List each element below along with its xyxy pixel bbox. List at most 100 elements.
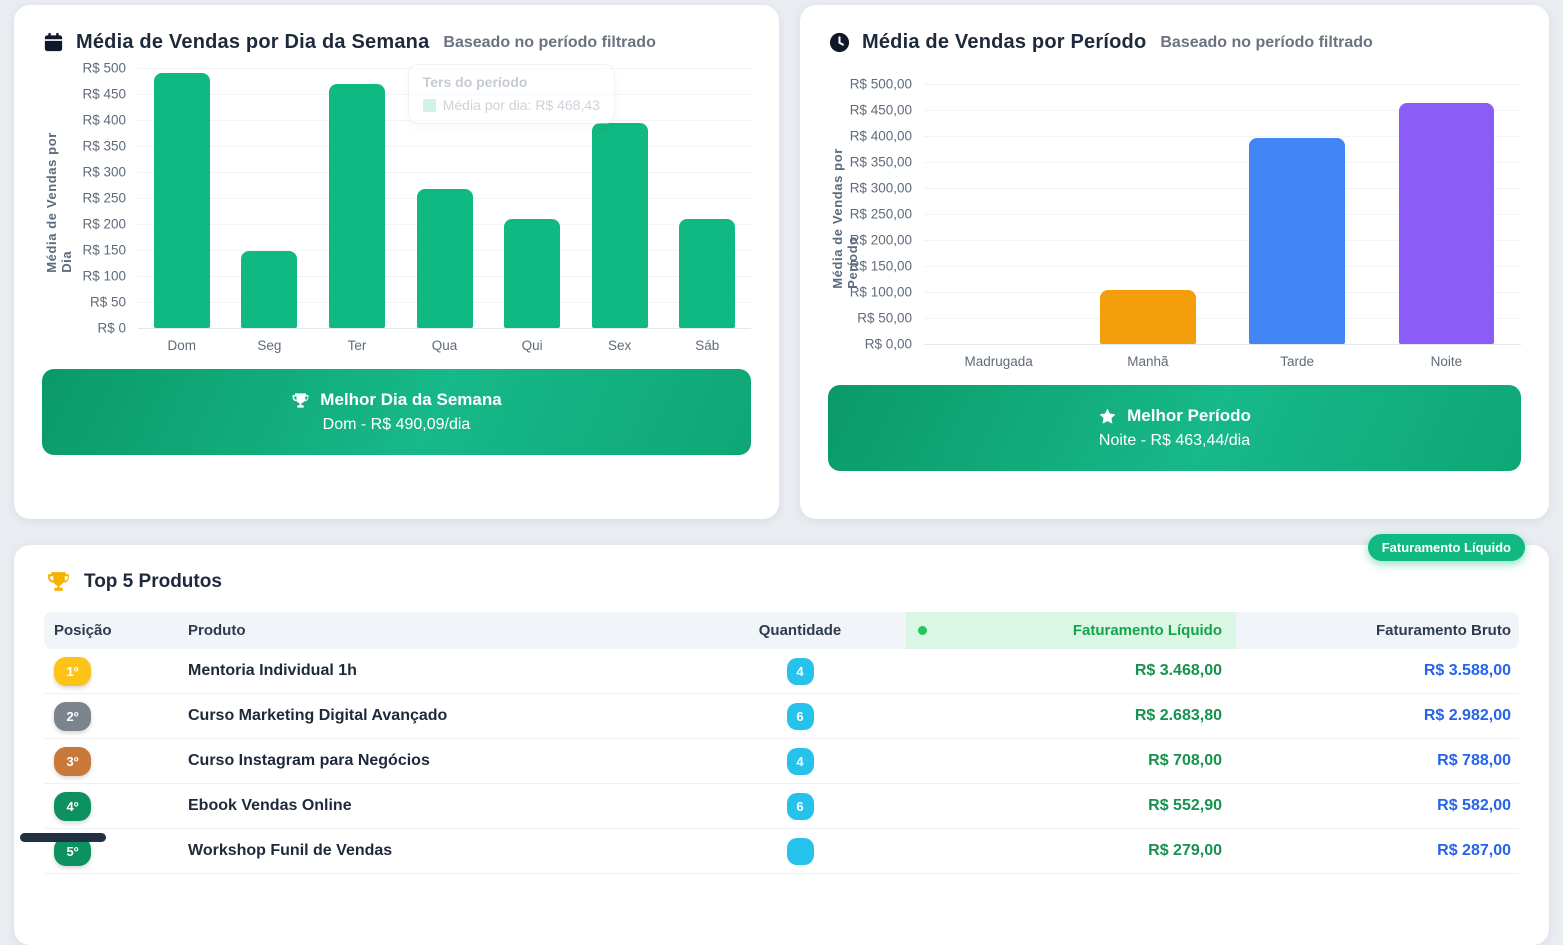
quantity-badge: 4 bbox=[786, 657, 814, 685]
gross-revenue-value: R$ 788,00 bbox=[1236, 739, 1519, 784]
product-name: Curso Marketing Digital Avançado bbox=[176, 694, 694, 739]
net-revenue-filter-badge[interactable]: Faturamento Líquido bbox=[1367, 534, 1525, 561]
x-tick-label: Noite bbox=[1430, 354, 1463, 369]
bar-dom[interactable] bbox=[153, 73, 210, 328]
x-axis-labels: Dom Seg Ter Qua Qui Sex Sáb bbox=[138, 338, 751, 353]
charts-row: Média de Vendas por Dia da Semana Basead… bbox=[14, 5, 1549, 519]
bar-slot bbox=[924, 84, 1073, 344]
net-revenue-value: R$ 279,00 bbox=[906, 829, 1236, 874]
product-name: Mentoria Individual 1h bbox=[176, 649, 694, 694]
y-tick-label: R$ 250 bbox=[82, 190, 126, 206]
y-tick-label: R$ 0 bbox=[97, 320, 126, 336]
bar-slot bbox=[138, 68, 226, 328]
y-tick-label: R$ 0,00 bbox=[864, 336, 912, 352]
gridline bbox=[924, 84, 1521, 85]
x-tick-label: Sex bbox=[608, 338, 632, 353]
gross-revenue-value: R$ 2.982,00 bbox=[1236, 694, 1519, 739]
table-row-cell: 3º bbox=[44, 739, 176, 784]
best-period-banner: Melhor Período Noite - R$ 463,44/dia bbox=[828, 385, 1521, 471]
x-tick-label: Qua bbox=[431, 338, 458, 353]
banner-title: Melhor Período bbox=[1127, 406, 1251, 425]
gridline bbox=[924, 188, 1521, 189]
y-tick-label: R$ 100 bbox=[82, 268, 126, 284]
star-icon bbox=[1099, 408, 1116, 424]
trophy-icon bbox=[48, 572, 69, 591]
bar-seg[interactable] bbox=[241, 251, 298, 328]
y-tick-label: R$ 200 bbox=[82, 216, 126, 232]
table-row-cell: 1º bbox=[44, 649, 176, 694]
table-row-cell: 6 bbox=[694, 784, 906, 829]
column-header-net: Faturamento Líquido bbox=[906, 612, 1236, 649]
gross-revenue-value: R$ 3.588,00 bbox=[1236, 649, 1519, 694]
y-tick-label: R$ 350 bbox=[82, 138, 126, 154]
weekday-card-header: Média de Vendas por Dia da Semana Basead… bbox=[42, 27, 751, 54]
bar-slot bbox=[1073, 84, 1222, 344]
product-name: Workshop Funil de Vendas bbox=[176, 829, 694, 874]
table-row-cell bbox=[694, 829, 906, 874]
calendar-icon bbox=[44, 32, 63, 52]
bar-sex[interactable] bbox=[591, 123, 648, 328]
card-title: Média de Vendas por Período bbox=[862, 31, 1147, 53]
net-revenue-value: R$ 2.683,80 bbox=[906, 694, 1236, 739]
gridline bbox=[138, 328, 751, 329]
banner-value: Dom - R$ 490,09/dia bbox=[322, 416, 471, 433]
bar-slot bbox=[488, 68, 576, 328]
gridline bbox=[924, 110, 1521, 111]
gross-revenue-value: R$ 582,00 bbox=[1236, 784, 1519, 829]
card-title: Média de Vendas por Dia da Semana bbox=[76, 31, 430, 53]
y-tick-label: R$ 500,00 bbox=[849, 76, 912, 92]
bars-group bbox=[924, 84, 1521, 344]
bar-qua[interactable] bbox=[416, 189, 473, 328]
product-name: Curso Instagram para Negócios bbox=[176, 739, 694, 784]
horizontal-scrollbar-thumb[interactable] bbox=[20, 833, 106, 842]
quantity-badge: 6 bbox=[786, 792, 814, 820]
gridline bbox=[138, 120, 751, 121]
net-revenue-value: R$ 552,90 bbox=[906, 784, 1236, 829]
bar-slot bbox=[576, 68, 664, 328]
period-sales-chart: Média de Vendas por Período R$ 500,00 R$ … bbox=[828, 77, 1521, 369]
bar-slot bbox=[401, 68, 489, 328]
column-header-quantity: Quantidade bbox=[694, 612, 906, 649]
bar-tarde[interactable] bbox=[1249, 137, 1345, 344]
y-tick-label: R$ 500 bbox=[82, 60, 126, 76]
column-header-position: Posição bbox=[44, 612, 176, 649]
plot-area: R$ 500,00 R$ 450,00 R$ 400,00 R$ 350,00 R$ 3… bbox=[850, 77, 1521, 352]
y-tick-label: R$ 150 bbox=[82, 242, 126, 258]
card-subtitle: Baseado no período filtrado bbox=[443, 33, 656, 51]
table-title: Top 5 Produtos bbox=[84, 570, 222, 592]
gridline bbox=[924, 162, 1521, 163]
bar-slot bbox=[226, 68, 314, 328]
x-axis-labels: Madrugada Manhã Tarde Noite bbox=[924, 354, 1521, 369]
best-day-banner: Melhor Dia da Semana Dom - R$ 490,09/dia bbox=[42, 369, 751, 455]
bar-qui[interactable] bbox=[504, 218, 561, 328]
gridline bbox=[924, 292, 1521, 293]
bar-sáb[interactable] bbox=[679, 219, 736, 328]
bar-manhã[interactable] bbox=[1100, 290, 1196, 344]
weekday-sales-chart: Média de Vendas por Dia Ters do período … bbox=[42, 61, 751, 353]
y-tick-label: R$ 450,00 bbox=[849, 102, 912, 118]
gridline bbox=[924, 344, 1521, 345]
bar-slot bbox=[1223, 84, 1372, 344]
gridline bbox=[138, 68, 751, 69]
table-row-cell: 4 bbox=[694, 739, 906, 784]
bar-slot bbox=[313, 68, 401, 328]
gridline bbox=[138, 172, 751, 173]
table-row-cell: 4º bbox=[44, 784, 176, 829]
table-row-cell: 2º bbox=[44, 694, 176, 739]
x-tick-label: Dom bbox=[167, 338, 197, 353]
position-badge: 1º bbox=[54, 656, 91, 686]
bar-ter[interactable] bbox=[328, 84, 385, 328]
x-tick-label: Manhã bbox=[1127, 354, 1169, 369]
x-tick-label: Madrugada bbox=[964, 354, 1033, 369]
gridline bbox=[924, 214, 1521, 215]
x-tick-label: Seg bbox=[257, 338, 282, 353]
y-tick-label: R$ 350,00 bbox=[849, 154, 912, 170]
banner-value: Noite - R$ 463,44/dia bbox=[1098, 432, 1251, 449]
gridline bbox=[924, 318, 1521, 319]
top-products-card: Faturamento Líquido Top 5 Produtos Posiç… bbox=[14, 534, 1549, 945]
table-row-cell: 4 bbox=[694, 649, 906, 694]
x-tick-label: Qui bbox=[521, 338, 543, 353]
bar-noite[interactable] bbox=[1398, 103, 1495, 344]
y-tick-label: R$ 100,00 bbox=[849, 284, 912, 300]
y-tick-label: R$ 250,00 bbox=[849, 206, 912, 222]
